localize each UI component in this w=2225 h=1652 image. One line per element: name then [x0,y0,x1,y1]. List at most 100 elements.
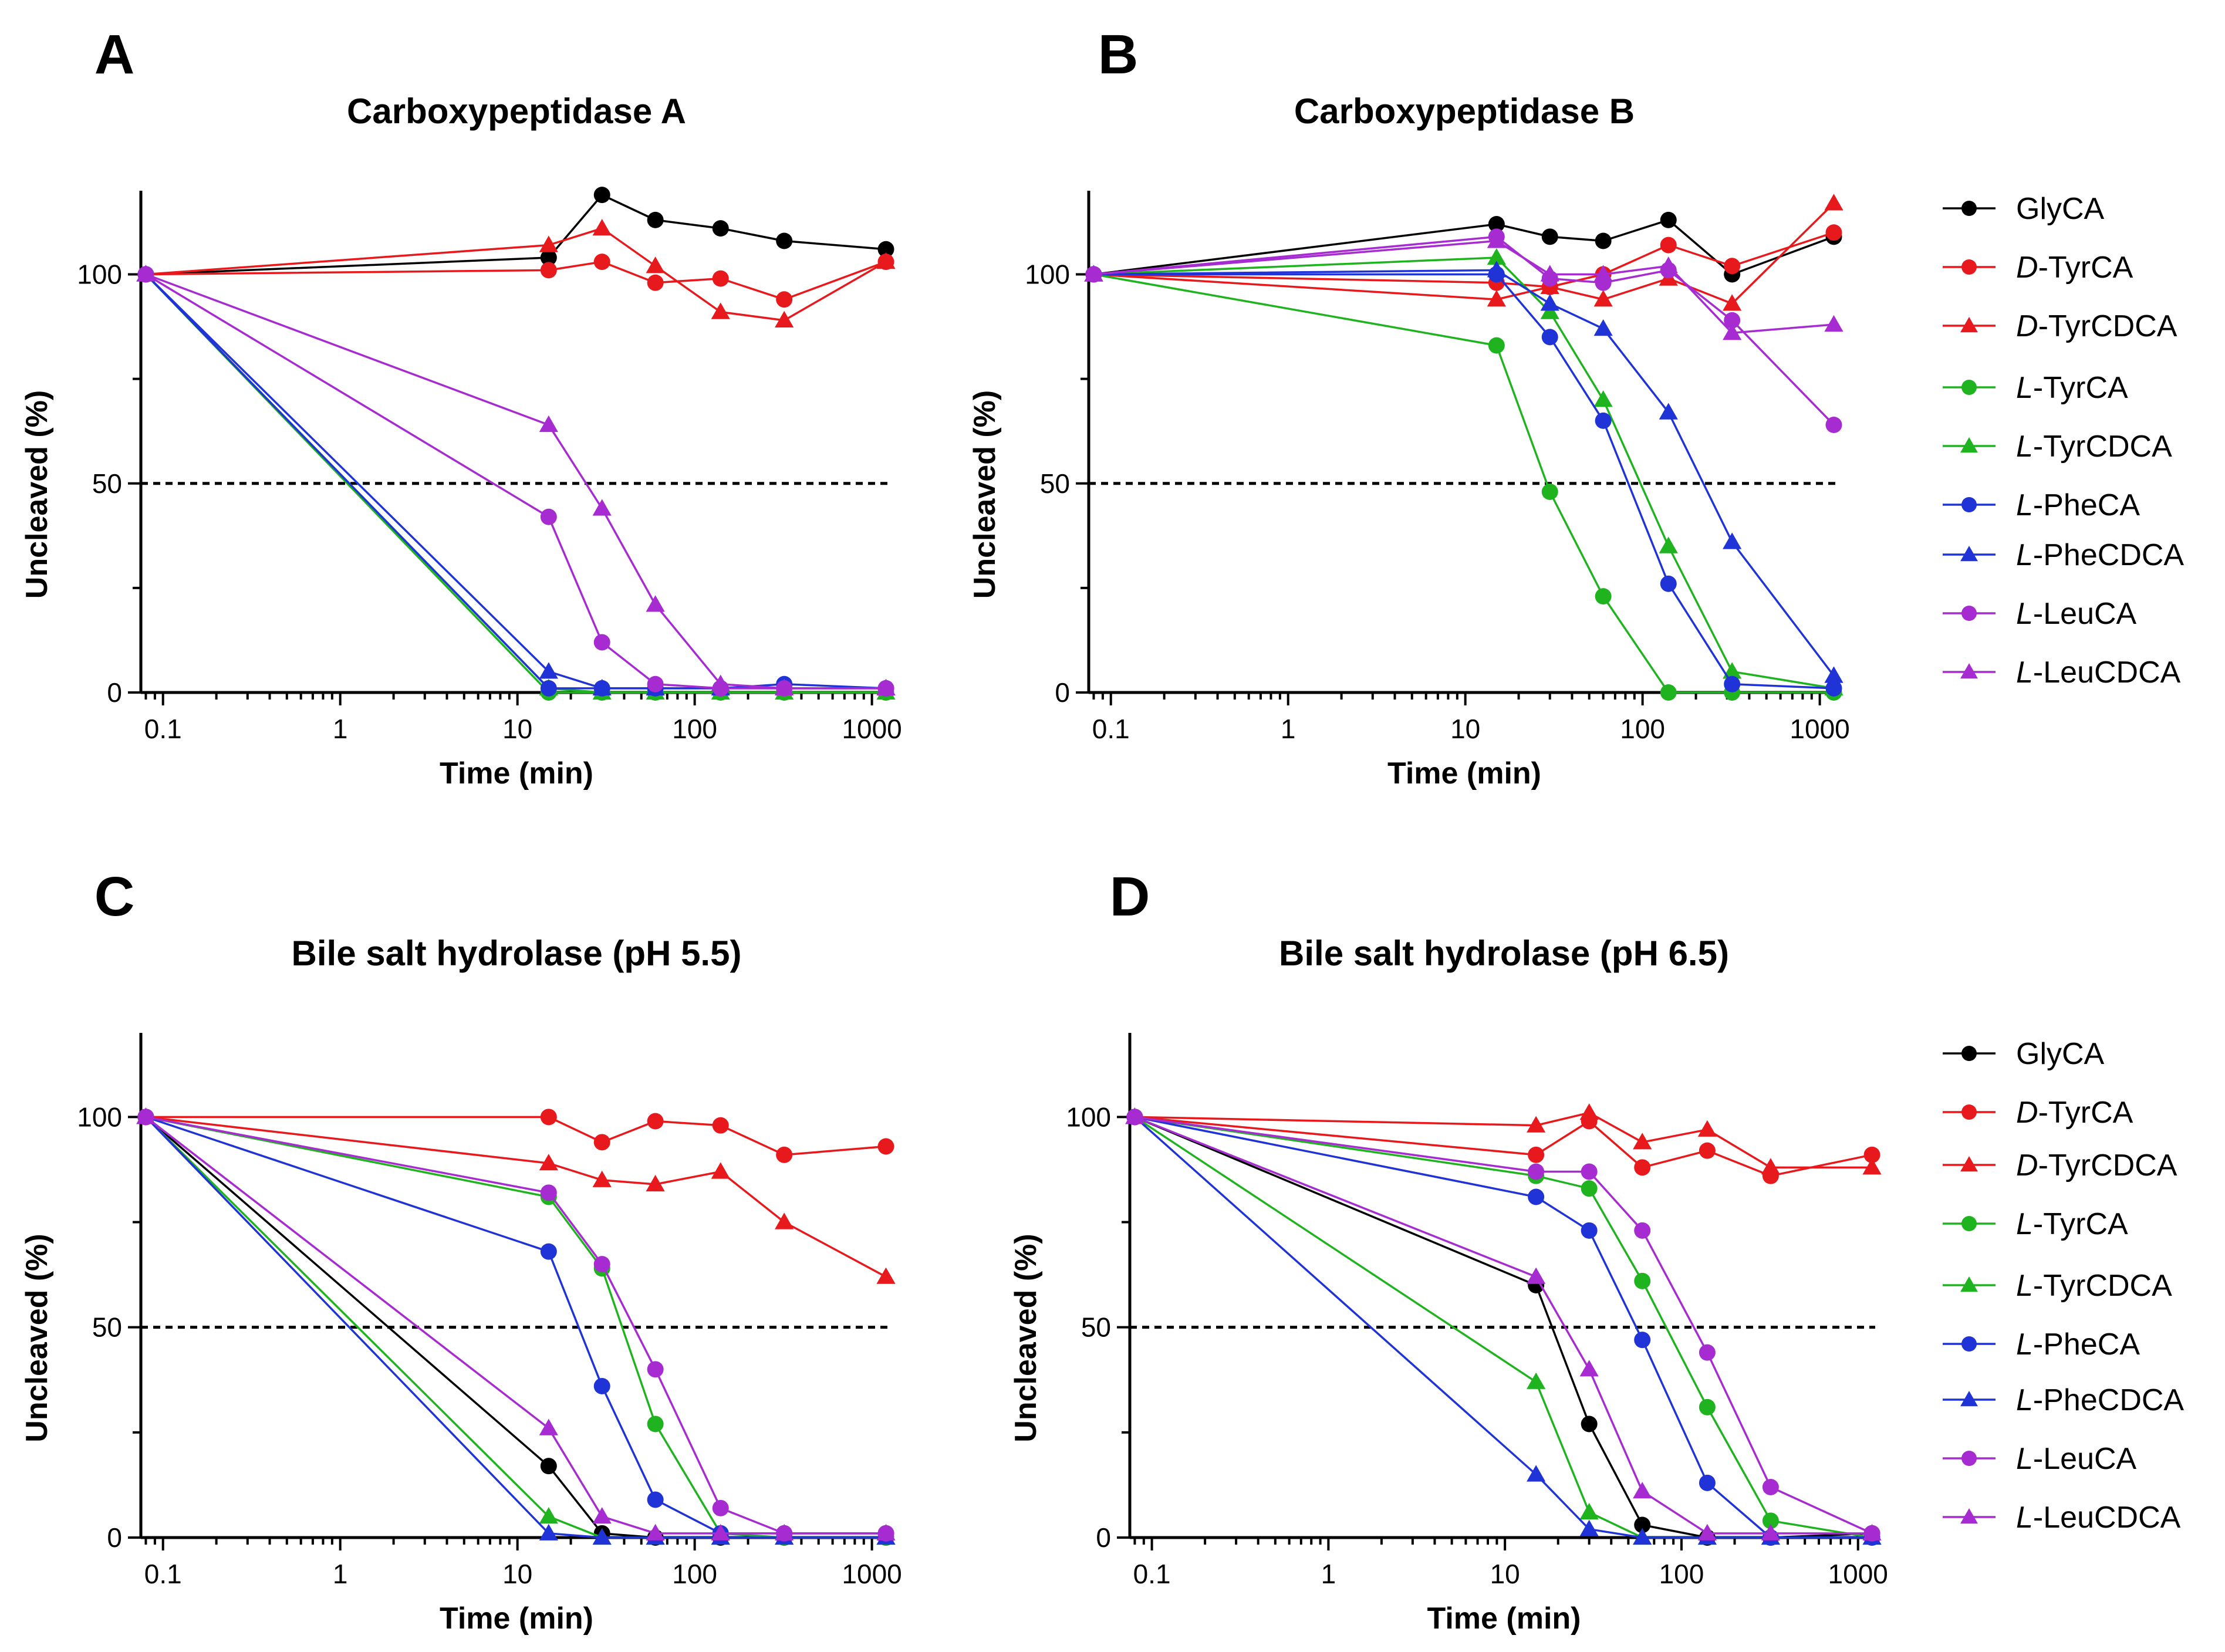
series-line [1093,269,1835,677]
data-point [711,1162,730,1179]
legend-label: L-PheCDCA [2016,538,2184,572]
data-point [1579,1103,1599,1120]
legend-marker [1961,606,1977,621]
data-point [1862,1158,1882,1175]
data-point [647,1113,664,1130]
legend-label-prefix: L [2016,1501,2033,1535]
legend-label-prefix: D [2016,309,2038,343]
legend-marker [1961,1336,1977,1352]
legend-label-name: -TyrCA [2033,1207,2128,1241]
legend-marker [1961,201,1977,216]
data-point [540,249,557,266]
x-tick-label: 1 [1281,714,1296,744]
series-l-leuca [137,266,894,697]
legend-label: D-TyrCA [2016,251,2133,285]
data-point [1697,1523,1717,1540]
legend-marker [1960,1391,1978,1407]
data-point [540,1184,557,1201]
data-point [1581,1163,1598,1180]
data-point [1825,680,1842,697]
panel-c: C Bile salt hydrolase (pH 5.5) 0 50 100 0.1 1 1… [20,866,902,1636]
data-point [1528,1146,1545,1163]
data-point [712,1117,729,1134]
legend-item: D-TyrCA [1943,1096,2133,1130]
data-point [539,415,558,433]
legend-label-prefix: L [2016,430,2033,464]
legend-label: D-TyrCDCA [2016,1148,2177,1183]
legend-label-name: GlyCA [2016,1037,2105,1071]
legend-marker [1961,1104,1977,1120]
data-point [1593,319,1613,336]
data-point [1723,662,1742,679]
panel-title: Carboxypeptidase B [1294,92,1635,131]
legend-2: GlyCAD-TyrCAD-TyrCDCAL-TyrCAL-TyrCDCAL-P… [1943,1037,2184,1535]
data-point [647,1491,664,1508]
data-point [1762,1479,1779,1495]
x-tick-label: 1 [333,714,348,744]
legend-label-name: -TyrCDCA [2033,1269,2172,1303]
panel-title: Bile salt hydrolase (pH 6.5) [1279,934,1729,973]
legend-marker [1960,1508,1978,1524]
panel-letter: B [1098,23,1139,86]
data-point [1825,417,1842,433]
legend-label-name: -LeuCA [2033,597,2137,631]
data-point [1724,312,1741,329]
legend-label: L-PheCDCA [2016,1383,2184,1417]
data-point [1528,1188,1545,1205]
legend-label-name: -TyrCA [2033,371,2128,405]
data-point [647,1361,664,1378]
legend-label-name: -LeuCA [2033,1442,2137,1476]
legend-label-name: -PheCDCA [2033,538,2184,572]
data-point [136,265,156,282]
data-point [593,254,610,271]
x-tick-label: 100 [1620,714,1665,744]
series-line [1093,239,1834,334]
data-point [1540,294,1559,311]
x-axis-label: Time (min) [1427,1602,1581,1636]
x-tick-label: 100 [672,1559,717,1589]
legend-item: L-LeuCDCA [1943,656,2181,690]
legend-label-name: -TyrCA [2038,251,2133,285]
data-point [1487,231,1506,248]
series-line [145,1116,886,1535]
data-point [1488,216,1505,232]
legend-marker [1961,497,1977,512]
legend-item: L-LeuCDCA [1943,1501,2181,1535]
legend-marker [1961,380,1977,395]
legend-label-prefix: D [2016,1148,2038,1183]
y-tick-label: 100 [1066,1102,1111,1132]
data-point [1761,1158,1780,1175]
data-point [776,291,793,308]
data-point [1579,1519,1599,1536]
data-point [646,595,665,612]
data-point [1593,290,1613,307]
data-point [646,1523,665,1540]
y-tick-label: 100 [77,1102,122,1132]
data-point [592,1170,612,1187]
data-point [1527,1372,1546,1389]
legend-item: D-TyrCDCA [1943,1148,2177,1183]
data-point [540,508,557,525]
legend-label-prefix: L [2016,538,2033,572]
series-line [146,1116,886,1156]
y-tick-label: 100 [1025,259,1070,290]
legend-label: L-PheCA [2016,1327,2140,1362]
data-point [539,662,558,679]
data-point [646,1174,665,1192]
y-axis-label: Uncleaved (%) [1009,1234,1043,1442]
data-point [711,674,730,691]
data-point [1593,265,1613,282]
data-point [1634,1272,1651,1289]
data-point [647,675,664,692]
data-point [1487,290,1506,307]
data-point [711,1523,730,1540]
data-point [877,1138,894,1155]
data-point [1659,256,1678,273]
series-l-leucdca [1125,1107,1882,1540]
legend-item: D-TyrCDCA [1943,309,2177,343]
data-point [1633,1528,1652,1545]
data-point [1659,403,1678,420]
data-point [592,499,612,516]
legend-marker [1960,546,1978,562]
legend-label-name: -LeuCDCA [2033,1501,2181,1535]
